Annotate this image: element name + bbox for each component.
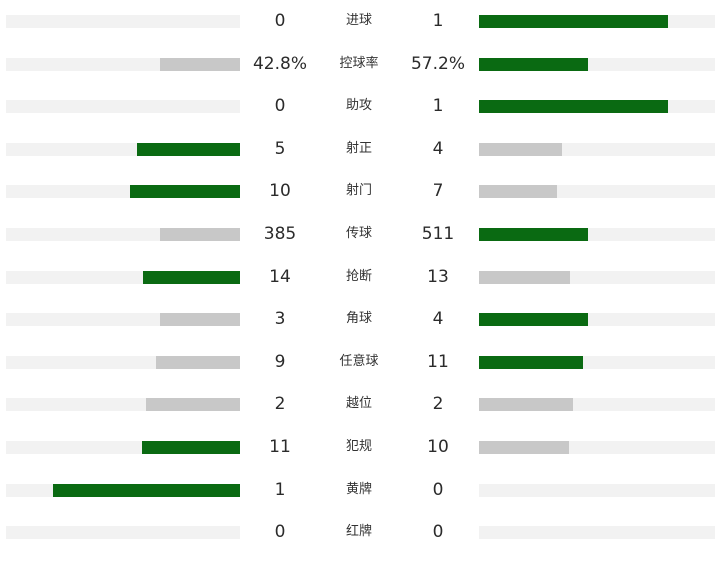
home-bar [130, 185, 240, 199]
stat-row: 42.8% 控球率 57.2% [0, 43, 719, 85]
stat-row: 385 传球 511 [0, 213, 719, 255]
home-bar [142, 270, 240, 284]
stat-label: 助攻 [345, 98, 372, 114]
home-bar-track [6, 15, 240, 28]
away-value: 4 [432, 138, 444, 159]
home-bar-track [6, 100, 240, 114]
home-bar [160, 57, 240, 71]
away-bar [479, 57, 588, 71]
stat-label: 传球 [345, 226, 372, 241]
away-bar [479, 185, 557, 199]
stat-label: 射门 [345, 183, 372, 199]
away-bar [479, 142, 562, 156]
home-bar [137, 142, 240, 156]
home-bar-track [6, 483, 240, 497]
home-value: 3 [274, 309, 286, 330]
stat-row: 14 抢断 13 [0, 256, 719, 298]
away-bar-track [479, 313, 715, 327]
stat-label: 控球率 [339, 55, 379, 71]
away-bar-track [479, 185, 715, 199]
home-value: 0 [274, 11, 286, 31]
home-bar-track [6, 142, 240, 156]
stat-label: 射正 [345, 140, 372, 156]
away-bar [479, 15, 668, 28]
away-value: 13 [427, 266, 449, 287]
home-value: 2 [274, 394, 286, 415]
stat-label: 角球 [345, 311, 372, 327]
home-bar [146, 398, 240, 412]
away-bar-track [479, 142, 715, 156]
stat-row: 11 犯规 10 [0, 426, 719, 468]
stat-label: 越位 [345, 396, 372, 412]
home-bar-track [6, 398, 240, 412]
away-value: 7 [432, 181, 444, 202]
away-bar [479, 100, 668, 114]
stat-label: 任意球 [339, 353, 379, 369]
home-bar [160, 228, 240, 241]
stat-label: 抢断 [345, 268, 372, 284]
home-bar [141, 441, 240, 454]
away-bar [479, 228, 588, 241]
away-bar-track [479, 398, 715, 412]
stat-row: 0 助攻 1 [0, 85, 719, 127]
stat-label: 犯规 [345, 439, 372, 454]
away-value: 10 [427, 437, 449, 457]
away-value: 511 [421, 224, 455, 244]
away-value: 57.2% [410, 53, 465, 74]
home-value: 5 [274, 138, 286, 159]
stat-row: 9 任意球 11 [0, 341, 719, 383]
away-bar-track [479, 270, 715, 284]
home-bar-track [6, 185, 240, 199]
home-bar [155, 355, 240, 369]
home-bar-track [6, 526, 240, 540]
stat-label: 黄牌 [345, 481, 372, 497]
home-bar [160, 313, 240, 327]
away-bar-track [479, 355, 715, 369]
stat-row: 1 黄牌 0 [0, 469, 719, 511]
away-value: 1 [432, 96, 444, 117]
away-bar-track [479, 100, 715, 114]
away-bar-track [479, 483, 715, 497]
home-value: 1 [274, 479, 286, 500]
stat-label: 红牌 [345, 524, 372, 540]
home-bar-track [6, 313, 240, 327]
stat-row: 10 射门 7 [0, 170, 719, 212]
home-bar-track [6, 228, 240, 241]
home-value: 0 [274, 96, 286, 117]
home-value: 385 [263, 224, 297, 244]
home-value: 42.8% [252, 53, 307, 74]
away-bar [479, 355, 583, 369]
home-value: 9 [274, 351, 286, 372]
home-value: 0 [274, 522, 286, 543]
home-bar-track [6, 441, 240, 454]
away-bar-track [479, 526, 715, 540]
away-value: 11 [427, 351, 449, 372]
stat-row: 2 越位 2 [0, 383, 719, 425]
home-value: 10 [269, 181, 291, 202]
home-bar-track [6, 57, 240, 71]
away-value: 0 [432, 522, 444, 543]
away-bar-track [479, 57, 715, 71]
home-value: 14 [269, 266, 291, 287]
stat-row: 0 进球 1 [0, 0, 719, 42]
home-bar [52, 483, 240, 497]
stat-label: 进球 [345, 13, 372, 28]
stat-row: 3 角球 4 [0, 298, 719, 340]
away-bar-track [479, 441, 715, 454]
away-value: 4 [432, 309, 444, 330]
home-bar-track [6, 355, 240, 369]
away-bar-track [479, 15, 715, 28]
away-bar [479, 398, 574, 412]
away-bar [479, 270, 570, 284]
stat-row: 0 红牌 0 [0, 511, 719, 553]
away-bar [479, 313, 588, 327]
away-value: 1 [432, 11, 444, 31]
home-value: 11 [269, 437, 291, 457]
away-bar-track [479, 228, 715, 241]
home-bar-track [6, 270, 240, 284]
away-bar [479, 441, 569, 454]
stat-row: 5 射正 4 [0, 128, 719, 170]
away-value: 2 [432, 394, 444, 415]
away-value: 0 [432, 479, 444, 500]
